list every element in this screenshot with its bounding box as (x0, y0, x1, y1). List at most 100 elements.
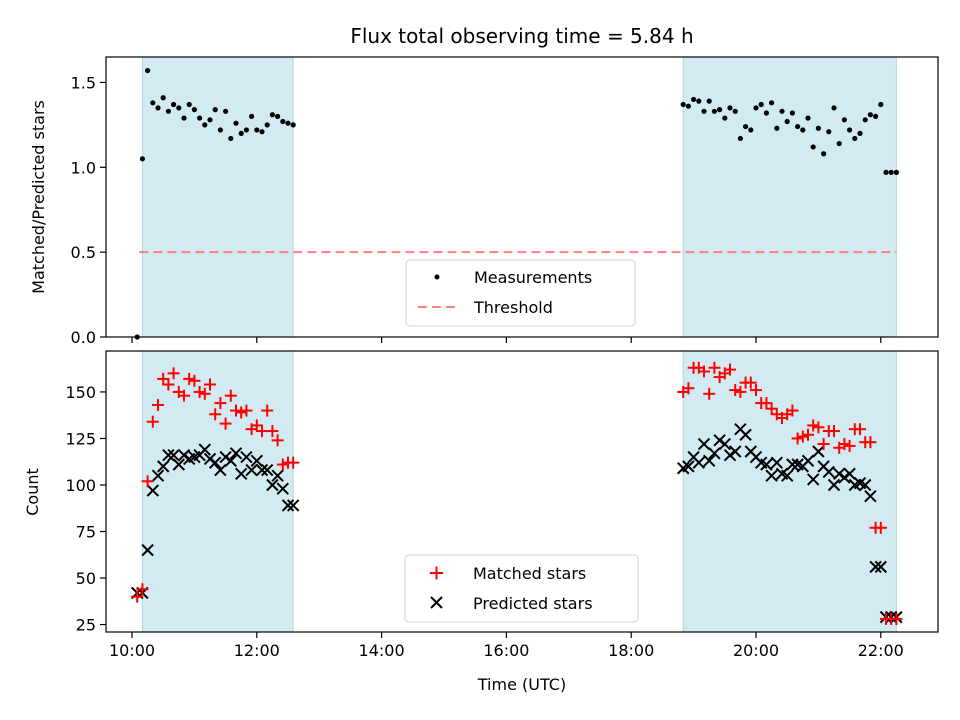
predicted-star-point (260, 463, 274, 477)
predicted-star-point (271, 469, 284, 482)
predicted-star-point (708, 447, 721, 460)
bottom-ytick-label: 50 (76, 569, 96, 588)
measurement-point (883, 169, 889, 175)
measurement-point (171, 101, 177, 108)
matched-star-point (703, 387, 716, 400)
predicted-star-point (234, 467, 248, 481)
measurement-point (857, 130, 863, 136)
measurement-point (290, 122, 296, 128)
top-legend: Measurements Threshold (405, 259, 636, 327)
measurement-point (732, 108, 738, 114)
predicted-star-point (728, 445, 742, 458)
predicted-star-point (224, 454, 238, 468)
top-points (134, 67, 900, 340)
measurement-point (706, 98, 712, 104)
measurement-point (873, 113, 879, 119)
matched-star-point (890, 612, 903, 625)
matched-star-point (188, 374, 201, 387)
matched-star-point (750, 384, 762, 397)
matched-star-point (162, 378, 175, 391)
measurement-point (893, 169, 900, 175)
measurement-point (847, 127, 853, 133)
predicted-star-point (203, 452, 217, 466)
matched-star-point (240, 404, 253, 417)
measurement-point (238, 130, 244, 136)
bottom-xlabel: Time (UTC) (477, 675, 566, 694)
predicted-star-point (219, 450, 232, 464)
matched-star-point (209, 408, 222, 421)
predicted-star-point (162, 449, 175, 462)
predicted-star-point (286, 499, 300, 512)
matched-star-point (760, 397, 773, 410)
measurement-point (269, 112, 275, 118)
predicted-star-point (151, 469, 165, 482)
measurement-point (275, 113, 281, 119)
matched-star-point (838, 438, 851, 451)
predicted-star-point (864, 489, 877, 503)
measurement-point (800, 127, 806, 133)
measurement-point (228, 135, 234, 142)
measurement-point (805, 115, 811, 121)
measurement-point (696, 98, 702, 104)
matched-star-point (256, 425, 268, 438)
matched-star-point (729, 384, 742, 397)
matched-star-point (807, 419, 820, 432)
legend-threshold-label: Threshold (473, 298, 553, 317)
matched-star-point (786, 404, 799, 417)
measurement-point (165, 108, 171, 114)
measurement-point (888, 169, 894, 175)
matched-star-point (874, 521, 887, 534)
matched-star-point (791, 432, 804, 445)
matched-star-point (224, 389, 237, 402)
bottom-ytick-label: 150 (65, 383, 96, 402)
predicted-star-point (146, 484, 160, 497)
measurement-point (784, 118, 790, 125)
measurement-point (821, 151, 827, 157)
measurement-point (748, 127, 754, 133)
matched-star-point (214, 397, 227, 410)
matched-star-point (198, 387, 211, 400)
predicted-star-point (843, 467, 856, 481)
legend-measurements-marker (434, 274, 440, 280)
matched-star-point (817, 438, 830, 451)
predicted-star-point (141, 543, 154, 557)
bottom-points (130, 361, 903, 625)
measurement-point (779, 108, 785, 114)
bottom-ytick-label: 125 (65, 429, 96, 448)
bottom-ytick-label: 75 (76, 523, 96, 542)
shaded-period (682, 350, 897, 633)
measurement-point (789, 110, 796, 116)
measurement-point (207, 117, 213, 123)
top-panel: 0.0 0.5 1.0 1.5 Matched/Predicted stars (29, 56, 939, 347)
predicted-star-point (786, 458, 799, 471)
predicted-star-point (245, 463, 258, 477)
measurement-point (181, 115, 187, 121)
predicted-star-point (718, 437, 732, 451)
measurement-point (727, 105, 733, 111)
matched-star-point (682, 382, 695, 395)
measurement-point (254, 127, 260, 133)
matched-star-point (734, 385, 747, 398)
top-yticks: 0.0 0.5 1.0 1.5 (71, 73, 106, 347)
measurement-point (176, 105, 182, 111)
bottom-xtick-label: 22:00 (858, 641, 904, 660)
predicted-star-point (214, 463, 227, 477)
predicted-star-point (692, 456, 706, 469)
matched-star-point (271, 434, 284, 447)
measurement-point (259, 129, 265, 135)
matched-star-point (250, 419, 263, 432)
predicted-star-point (780, 469, 794, 482)
predicted-star-point (812, 445, 825, 458)
measurement-point (280, 118, 286, 125)
legend-matched-marker (430, 566, 443, 580)
measurement-point (233, 120, 239, 126)
matched-star-point (230, 404, 242, 417)
predicted-star-point (281, 499, 295, 512)
top-ytick-label: 0.5 (71, 243, 96, 262)
predicted-star-point (760, 458, 773, 471)
predicted-star-point (177, 449, 191, 462)
bottom-xtick-label: 18:00 (608, 641, 654, 660)
matched-star-point (864, 436, 877, 449)
bottom-xticks: 10:00 12:00 14:00 16:00 18:00 20:00 22:00 (109, 632, 904, 660)
